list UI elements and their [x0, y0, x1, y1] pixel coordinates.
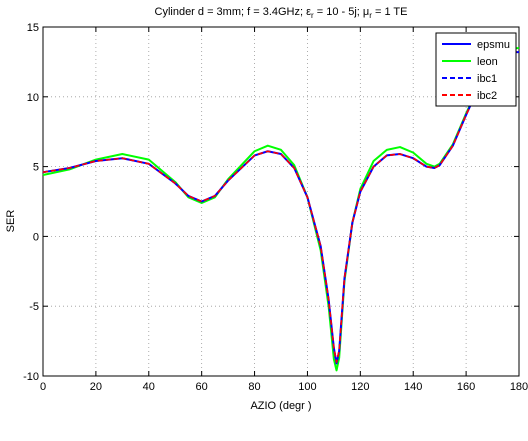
legend: epsmu leon ibc1 ibc2: [435, 32, 517, 107]
chart-title: Cylinder d = 3mm; f = 3.4GHz; εr = 10 - …: [155, 6, 408, 20]
x-tick-label: 160: [457, 381, 475, 393]
x-tick-label: 100: [298, 381, 316, 393]
x-tick-label: 20: [90, 381, 102, 393]
x-tick-label: 120: [351, 381, 369, 393]
x-tick-label: 140: [404, 381, 422, 393]
legend-box: [435, 32, 517, 107]
y-tick-label: -5: [29, 301, 39, 313]
y-tick-label: -10: [23, 371, 39, 383]
legend-label-leon: leon: [477, 56, 498, 68]
x-axis-label: AZIO (degr ): [250, 400, 311, 412]
x-tick-label: 40: [143, 381, 155, 393]
y-tick-label: 0: [33, 231, 39, 243]
series-line-ibc2: [42, 51, 519, 363]
x-tick-label: 0: [40, 381, 46, 393]
y-tick-label: 15: [27, 22, 39, 34]
series-lines: [42, 46, 520, 372]
axis-ticks: 0 20 40 60 80 100 120 140 160 180 -10 -5 0 5 10 15: [23, 22, 528, 393]
legend-label-ibc1: ibc1: [477, 73, 497, 85]
y-tick-label: 10: [27, 92, 39, 104]
x-tick-label: 180: [510, 381, 528, 393]
y-axis-label: SER: [5, 210, 17, 233]
legend-label-ibc2: ibc2: [477, 90, 497, 102]
plot-frame: [42, 26, 520, 377]
legend-label-epsmu: epsmu: [477, 39, 510, 51]
x-tick-label: 80: [248, 381, 260, 393]
y-tick-label: 5: [33, 162, 39, 174]
x-tick-label: 60: [196, 381, 208, 393]
